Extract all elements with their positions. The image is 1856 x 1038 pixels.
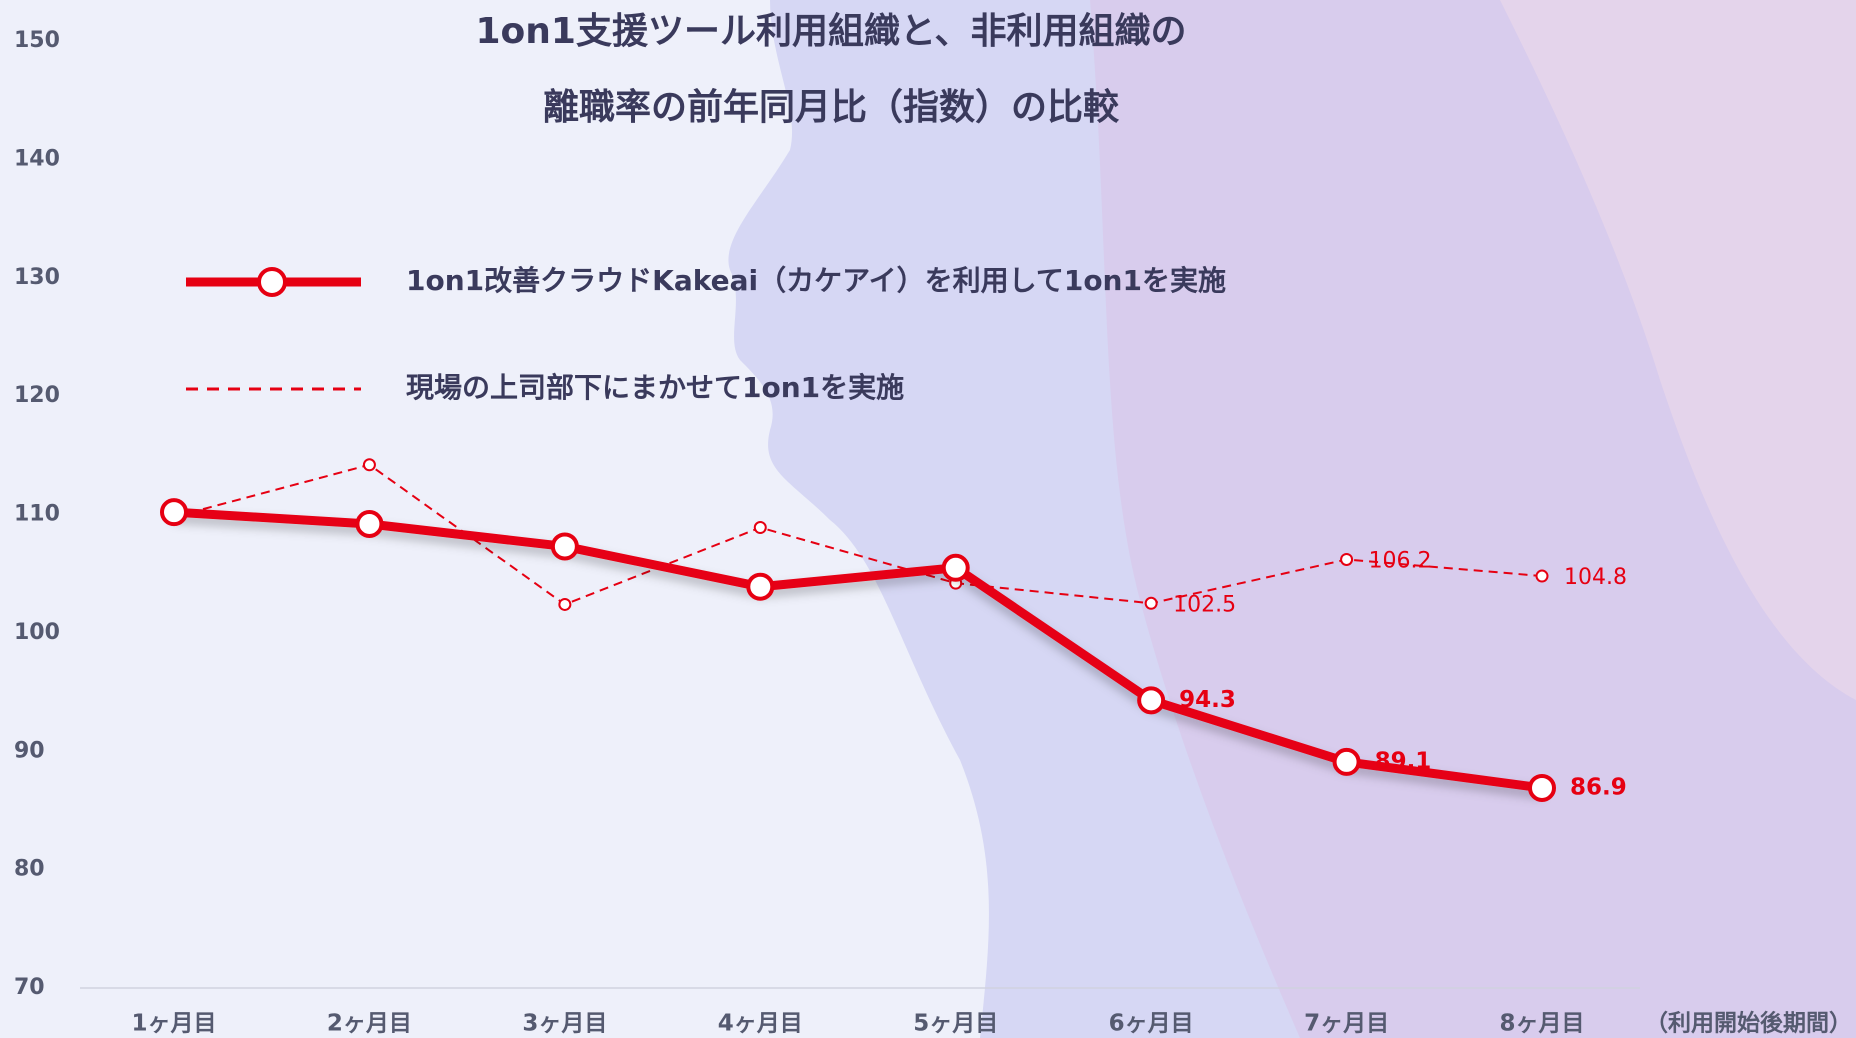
data-point — [1137, 686, 1166, 715]
x-tick-label: 4ヶ月目 — [718, 1011, 803, 1037]
x-tick-label: 8ヶ月目 — [1499, 1011, 1584, 1037]
data-label: 102.5 — [1173, 592, 1236, 617]
data-point — [558, 597, 572, 611]
data-point — [1535, 569, 1549, 583]
y-tick-label: 140 — [14, 146, 60, 171]
legend-label: 1on1改善クラウドKakeai（カケアイ）を利用して1on1を実施 — [406, 264, 1226, 297]
legend-marker — [257, 267, 287, 297]
data-label: 86.9 — [1570, 774, 1627, 800]
y-tick-label: 150 — [14, 28, 60, 53]
data-label: 89.1 — [1375, 748, 1432, 774]
y-tick-label: 90 — [14, 738, 45, 763]
data-label: 106.2 — [1369, 548, 1432, 573]
chart-title: 離職率の前年同月比（指数）の比較 — [543, 87, 1120, 128]
data-label: 104.8 — [1564, 565, 1627, 590]
x-axis-label: （利用開始後期間） — [1645, 1010, 1852, 1037]
series-line — [173, 507, 1543, 793]
x-tick-label: 3ヶ月目 — [522, 1011, 607, 1037]
data-point — [1528, 773, 1556, 802]
data-label: 94.3 — [1179, 687, 1236, 713]
data-point — [550, 532, 579, 561]
y-tick-label: 120 — [14, 383, 60, 408]
data-point — [941, 553, 970, 582]
legend: 1on1改善クラウドKakeai（カケアイ）を利用して1on1を実施現場の上司部… — [186, 264, 1226, 404]
x-tick-label: 6ヶ月目 — [1109, 1011, 1194, 1037]
data-point — [1144, 596, 1158, 610]
y-tick-label: 80 — [14, 857, 45, 882]
data-point — [746, 572, 775, 601]
y-tick-label: 70 — [14, 975, 45, 1000]
data-point — [355, 509, 384, 538]
data-point — [1340, 552, 1354, 566]
data-point — [362, 458, 376, 472]
data-point — [1332, 747, 1361, 776]
x-tick-label: 5ヶ月目 — [913, 1011, 998, 1037]
y-tick-label: 130 — [14, 265, 60, 290]
legend-label: 現場の上司部下にまかせて1on1を実施 — [406, 371, 904, 404]
data-point — [160, 498, 188, 527]
x-tick-label: 2ヶ月目 — [327, 1011, 412, 1037]
y-tick-label: 110 — [14, 502, 60, 527]
background-decoration — [728, 0, 1856, 1038]
chart-title: 1on1支援ツール利用組織と、非利用組織の — [475, 11, 1186, 52]
y-tick-label: 100 — [14, 620, 60, 645]
data-point — [753, 521, 767, 535]
x-tick-label: 7ヶ月目 — [1304, 1011, 1389, 1037]
series-line — [173, 463, 1543, 606]
x-tick-label: 1ヶ月目 — [131, 1011, 216, 1037]
